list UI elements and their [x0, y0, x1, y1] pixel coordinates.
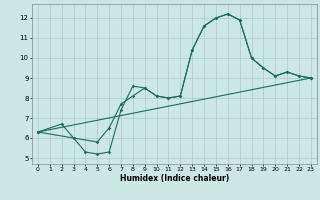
X-axis label: Humidex (Indice chaleur): Humidex (Indice chaleur)	[120, 174, 229, 183]
